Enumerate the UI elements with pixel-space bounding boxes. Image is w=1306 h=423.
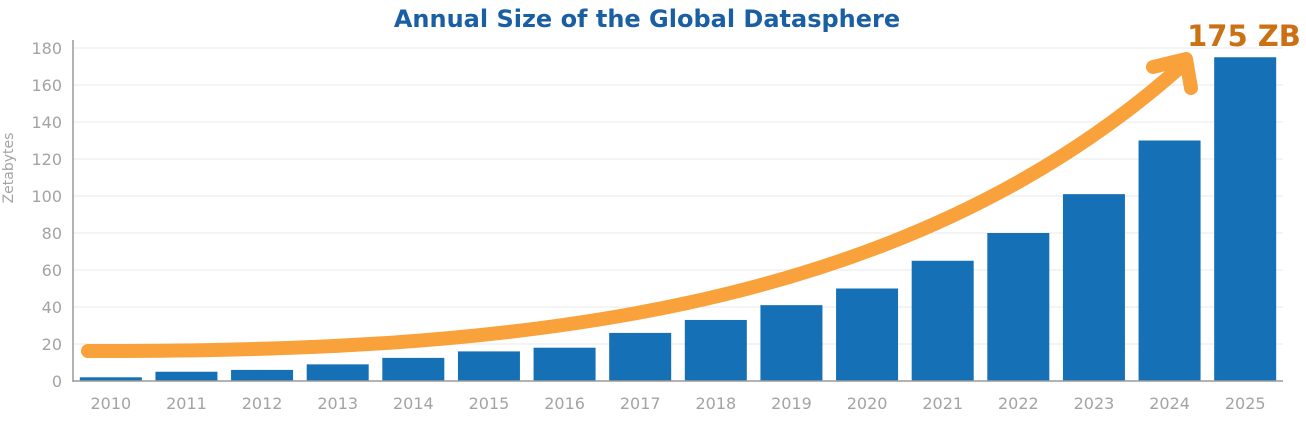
y-tick-label: 80 [42, 224, 62, 243]
x-tick-label: 2011 [166, 394, 207, 413]
x-tick-label: 2023 [1074, 394, 1115, 413]
y-tick-label: 20 [42, 335, 62, 354]
x-tick-label: 2012 [242, 394, 283, 413]
axes [72, 40, 1283, 382]
x-tick-label: 2021 [922, 394, 963, 413]
y-tick-label: 100 [31, 187, 62, 206]
bar-2023 [1062, 194, 1125, 381]
bar-2017 [609, 332, 672, 381]
y-tick-labels: 0 20 40 60 80 100 120 140 160 180 [31, 39, 62, 391]
bar-2011 [155, 371, 218, 381]
x-tick-label: 2010 [90, 394, 131, 413]
x-tick-labels: 2010 2011 2012 2013 2014 2015 2016 2017 2018 2019… [90, 394, 1265, 413]
gridlines [73, 47, 1283, 345]
bars [79, 57, 1277, 381]
x-tick-label: 2022 [998, 394, 1039, 413]
x-tick-label: 2019 [771, 394, 812, 413]
x-tick-label: 2014 [393, 394, 434, 413]
growth-arrow [81, 52, 1198, 359]
y-axis-label: Zetabytes [1, 133, 17, 204]
x-tick-label: 2015 [469, 394, 510, 413]
y-tick-label: 140 [31, 113, 62, 132]
y-tick-label: 160 [31, 76, 62, 95]
bar-2022 [987, 233, 1050, 381]
chart-title: Annual Size of the Global Datasphere [394, 5, 900, 33]
x-tick-label: 2016 [544, 394, 585, 413]
x-tick-label: 2017 [620, 394, 661, 413]
bar-2018 [684, 319, 747, 381]
growth-arrow-head [1146, 52, 1198, 95]
bar-2024 [1138, 140, 1201, 381]
bar-2013 [306, 364, 369, 381]
bar-2025 [1214, 57, 1277, 381]
x-tick-label: 2013 [317, 394, 358, 413]
growth-arrow-curve [81, 55, 1193, 359]
y-tick-label: 180 [31, 39, 62, 58]
bar-2020 [836, 288, 899, 381]
annotation-175zb: 175 ZB [1187, 19, 1301, 53]
x-tick-label: 2020 [847, 394, 888, 413]
y-tick-label: 0 [52, 372, 62, 391]
y-tick-label: 40 [42, 298, 62, 317]
bar-2014 [382, 357, 445, 381]
x-tick-label: 2024 [1149, 394, 1190, 413]
bar-2016 [533, 347, 596, 381]
bar-2019 [760, 305, 823, 381]
bar-2021 [911, 260, 974, 381]
bar-2010 [79, 377, 142, 381]
x-tick-label: 2025 [1225, 394, 1266, 413]
bar-2015 [457, 351, 520, 381]
y-tick-label: 60 [42, 261, 62, 280]
x-tick-label: 2018 [695, 394, 736, 413]
y-tick-label: 120 [31, 150, 62, 169]
bar-2012 [231, 369, 294, 381]
